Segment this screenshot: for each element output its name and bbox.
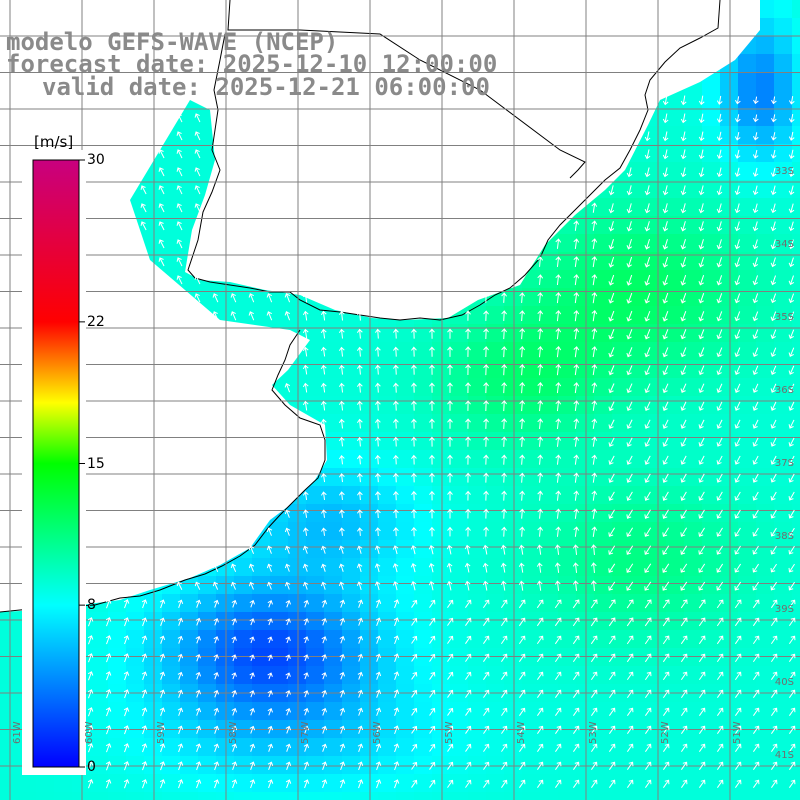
- colorbar-tick-label: 8: [87, 597, 96, 614]
- latitude-label: 36S: [774, 385, 794, 396]
- longitude-label: 58W: [228, 721, 239, 744]
- colorbar-tick-label: 0: [87, 759, 96, 775]
- land-mass: [0, 0, 760, 612]
- latitude-label: 39S: [774, 604, 794, 615]
- title-forecast-date: forecast date: 2025-12-10 12:00:00: [6, 50, 498, 78]
- title-valid-date: valid date: 2025-12-21 06:00:00: [42, 73, 490, 101]
- longitude-label: 61W: [12, 721, 23, 744]
- coastline: [0, 0, 721, 613]
- longitude-label: 57W: [300, 721, 311, 744]
- colorbar-unit: [m/s]: [34, 133, 74, 151]
- latitude-label: 34S: [774, 239, 794, 250]
- longitude-label: 54W: [516, 721, 527, 744]
- title-model: modelo GEFS-WAVE (NCEP): [6, 28, 339, 56]
- longitude-label: 60W: [84, 721, 95, 744]
- longitude-label: 55W: [444, 721, 455, 744]
- wind-arrows: [87, 95, 796, 789]
- latitude-label: 38S: [774, 531, 794, 542]
- latitude-label: 35S: [774, 312, 794, 323]
- latitude-label: 37S: [774, 458, 794, 469]
- longitude-label: 59W: [156, 721, 167, 744]
- colorbar-tick-label: 22: [87, 313, 105, 330]
- latitude-label: 33S: [774, 166, 794, 177]
- longitude-label: 56W: [372, 721, 383, 744]
- longitude-label: 53W: [588, 721, 599, 744]
- colorbar: [32, 159, 80, 768]
- latitude-label: 40S: [774, 677, 794, 688]
- longitude-label: 52W: [660, 721, 671, 744]
- colorbar-tick-label: 30: [87, 152, 105, 168]
- colorbar-ticks: [79, 159, 85, 768]
- colorbar-tick-label: 15: [87, 455, 105, 472]
- longitude-label: 51W: [732, 721, 743, 744]
- latitude-label: 41S: [774, 750, 794, 761]
